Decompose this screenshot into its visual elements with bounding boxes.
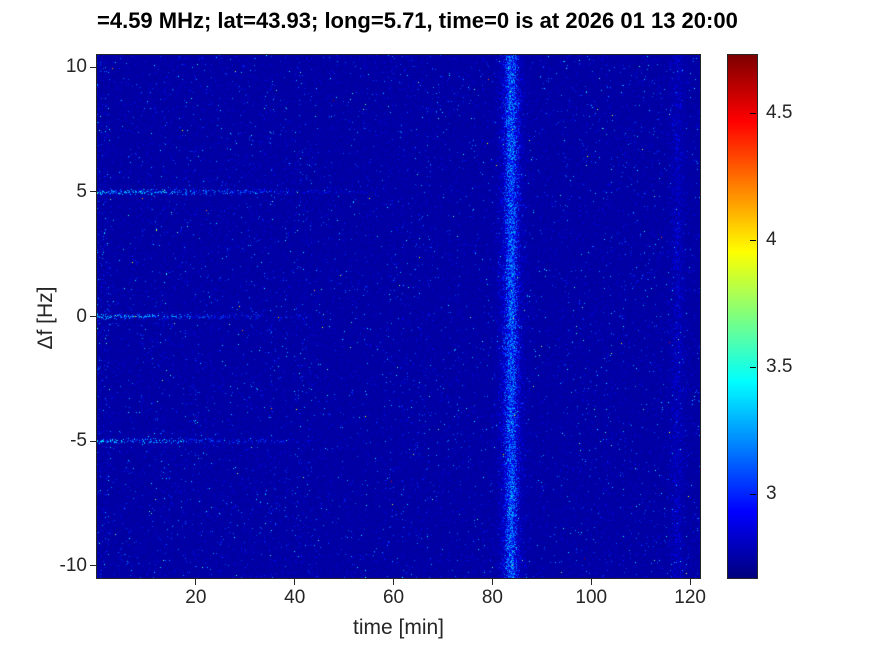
heatmap-canvas xyxy=(97,55,700,578)
x-tick-mark xyxy=(689,579,691,585)
x-tick-mark xyxy=(294,579,296,585)
colorbar-tick-mark xyxy=(750,366,756,368)
colorbar-tick-mark xyxy=(750,112,756,114)
y-tick-label: 10 xyxy=(65,56,87,78)
x-tick-label: 40 xyxy=(284,587,306,608)
colorbar-frame xyxy=(727,54,758,579)
y-tick-mark xyxy=(90,440,96,442)
colorbar-tick-mark xyxy=(750,493,756,495)
y-tick-mark xyxy=(90,565,96,567)
plot-frame xyxy=(96,54,701,579)
y-tick-label: -10 xyxy=(59,554,87,576)
chart-title: =4.59 MHz; lat=43.93; long=5.71, time=0 … xyxy=(97,8,738,33)
y-tick-label: -5 xyxy=(70,430,87,452)
colorbar-tick-label: 4 xyxy=(766,229,777,251)
y-tick-mark xyxy=(90,191,96,193)
x-tick-mark xyxy=(195,579,197,585)
x-tick-mark xyxy=(590,579,592,585)
x-tick-label: 120 xyxy=(674,587,706,608)
colorbar-tick-label: 3 xyxy=(766,483,777,505)
y-tick-label: 5 xyxy=(76,180,87,202)
colorbar-canvas xyxy=(728,55,757,578)
x-tick-label: 20 xyxy=(185,587,207,608)
x-axis-label: time [min] xyxy=(352,616,444,639)
y-tick-mark xyxy=(90,66,96,68)
x-tick-mark xyxy=(491,579,493,585)
colorbar-tick-mark xyxy=(750,239,756,241)
x-tick-label: 80 xyxy=(481,587,503,608)
x-tick-label: 60 xyxy=(382,587,405,608)
colorbar-tick-label: 4.5 xyxy=(766,102,793,124)
y-tick-mark xyxy=(90,316,96,317)
colorbar-tick-label: 3.5 xyxy=(766,356,793,378)
y-tick-label: 0 xyxy=(76,305,87,327)
x-tick-label: 100 xyxy=(575,587,608,608)
x-tick-mark xyxy=(393,579,395,585)
